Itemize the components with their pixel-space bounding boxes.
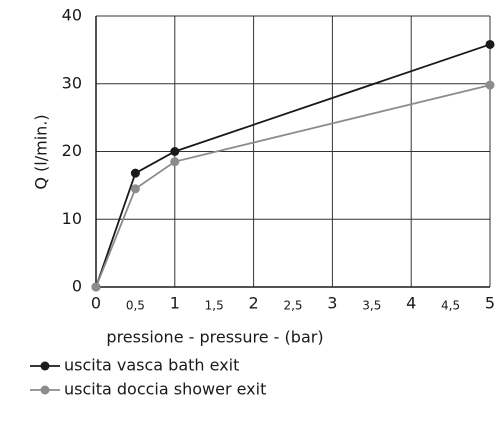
data-point xyxy=(130,184,140,194)
data-point xyxy=(170,157,180,167)
legend-marker xyxy=(40,385,50,395)
x-tick-label: 0,5 xyxy=(126,299,145,313)
y-axis-label: Q (l/min.) xyxy=(32,114,51,189)
x-tick-label: 3,5 xyxy=(362,299,381,313)
y-tick-label: 0 xyxy=(72,277,82,296)
series-line xyxy=(95,43,491,288)
x-tick-label: 2 xyxy=(249,294,259,313)
x-tick-label: 1 xyxy=(170,294,180,313)
data-point xyxy=(485,39,495,49)
legend-marker xyxy=(40,361,50,371)
y-tick-label: 40 xyxy=(62,6,82,25)
y-tick-label: 20 xyxy=(62,141,82,160)
x-tick-label: 0 xyxy=(91,294,101,313)
y-tick-label: 10 xyxy=(62,209,82,228)
x-axis-label: pressione - pressure - (bar) xyxy=(106,328,323,347)
x-tick-label: 2,5 xyxy=(283,299,302,313)
y-tick-label: 30 xyxy=(62,73,82,92)
legend-label: uscita vasca bath exit xyxy=(64,356,239,375)
x-tick-label: 4,5 xyxy=(441,299,460,313)
data-point xyxy=(130,168,140,178)
data-point xyxy=(170,147,180,156)
data-point xyxy=(91,282,101,292)
x-tick-label: 4 xyxy=(406,294,416,313)
legend-label: uscita doccia shower exit xyxy=(64,380,266,399)
x-tick-label: 1,5 xyxy=(205,299,224,313)
data-point xyxy=(485,80,495,90)
x-tick-label: 5 xyxy=(485,294,495,313)
series-line xyxy=(95,84,491,288)
x-tick-label: 3 xyxy=(327,294,337,313)
